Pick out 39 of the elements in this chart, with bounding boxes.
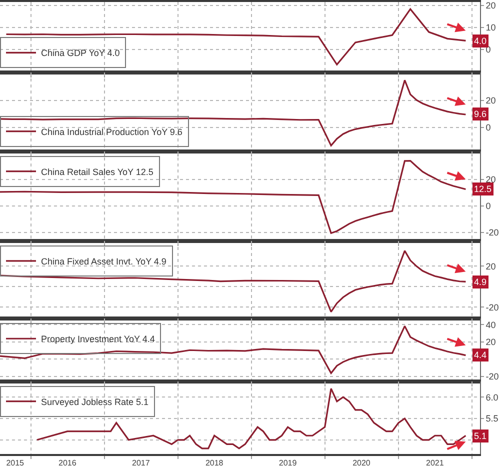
y-tick-label: 20 <box>486 174 496 184</box>
legend-label: China Industrial Production YoY 9.6 <box>41 126 182 137</box>
y-tick-label: 20 <box>486 261 496 272</box>
line-series <box>5 8 467 66</box>
legend-label: Property Investment YoY 4.4 <box>41 334 155 344</box>
y-tick-label: 20 <box>486 337 496 348</box>
annotation: 12.5 <box>474 184 492 194</box>
annotation: 4.4 <box>474 350 487 360</box>
annotation: 4.9 <box>474 277 487 287</box>
y-tick-label: 5.5 <box>486 414 498 424</box>
line-series <box>0 160 467 234</box>
y-tick-label: 0 <box>486 122 491 133</box>
y-tick-label: -20 <box>486 302 499 312</box>
x-tick-label: 2021 <box>426 458 444 468</box>
annotation: 9.6 <box>474 109 487 119</box>
x-tick-label: 2016 <box>58 458 77 468</box>
y-tick-label: 20 <box>486 96 496 106</box>
legend-label: Surveyed Jobless Rate 5.1 <box>41 396 149 407</box>
y-tick-label: 10 <box>486 22 496 33</box>
line-series <box>0 250 467 313</box>
x-tick-label: 2017 <box>132 458 150 468</box>
line-series <box>36 388 467 450</box>
annotation: 4.0 <box>474 36 487 46</box>
y-tick-label: -20 <box>486 228 499 238</box>
y-tick-label: -20 <box>486 371 499 382</box>
legend-label: China Retail Sales YoY 12.5 <box>41 166 154 177</box>
x-tick-label: 2015 <box>6 458 25 468</box>
annotation: 5.1 <box>474 431 487 441</box>
line-series <box>0 79 467 146</box>
x-tick-label: 2020 <box>352 458 371 468</box>
legend-label: China Fixed Asset Invt. YoY 4.9 <box>41 256 166 266</box>
y-tick-label: 20 <box>486 0 496 10</box>
y-tick-label: 6.0 <box>486 392 498 402</box>
x-tick-label: 2018 <box>205 458 224 468</box>
line-series <box>0 325 467 374</box>
y-tick-label: 40 <box>486 320 496 330</box>
y-tick-label: 0 <box>486 201 491 211</box>
legend-label: China GDP YoY 4.0 <box>41 48 120 58</box>
x-tick-label: 2019 <box>278 458 298 468</box>
